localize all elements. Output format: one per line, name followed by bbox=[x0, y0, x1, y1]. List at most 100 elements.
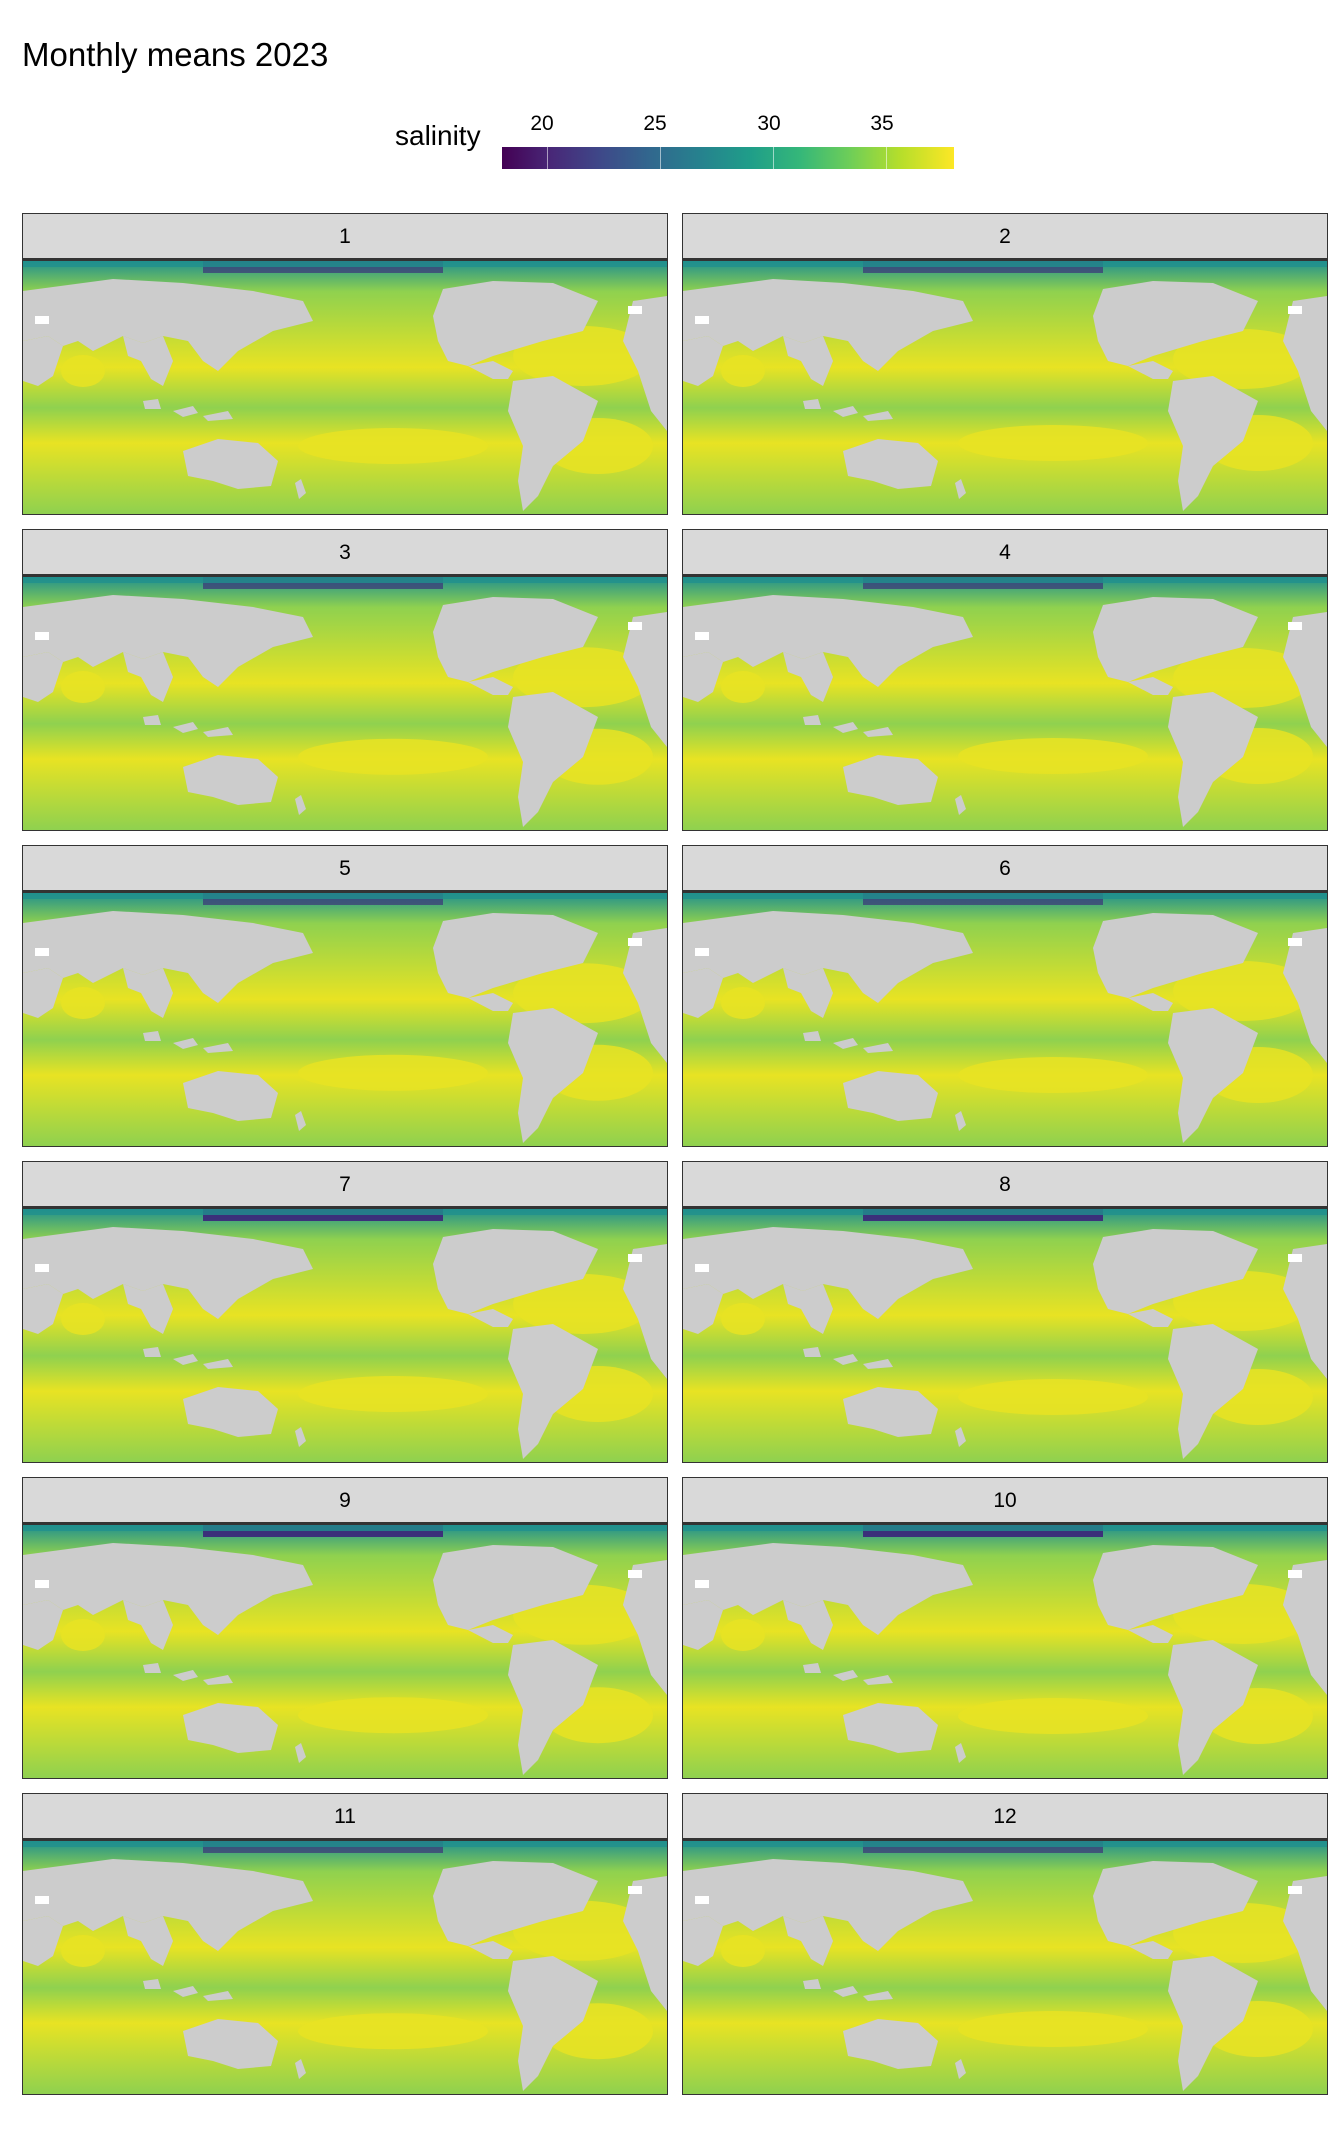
land-mass bbox=[1093, 1861, 1258, 1946]
high-salinity-region bbox=[61, 987, 105, 1019]
land-mass bbox=[683, 1543, 973, 1635]
no-data-patch bbox=[1288, 938, 1302, 946]
land-mass bbox=[683, 1600, 723, 1650]
legend-tick-label-30: 30 bbox=[757, 112, 781, 135]
high-salinity-region bbox=[958, 1057, 1148, 1093]
land-mass bbox=[683, 1227, 973, 1319]
land-mass bbox=[295, 479, 306, 499]
land-mass bbox=[23, 652, 63, 702]
facet-panel-12: 12 bbox=[682, 1793, 1328, 2095]
land-mass bbox=[843, 1703, 938, 1753]
land-mass bbox=[1168, 692, 1258, 827]
land-mass bbox=[683, 1916, 723, 1966]
land-mass bbox=[468, 361, 513, 379]
land-mass bbox=[143, 1663, 161, 1673]
land-mass bbox=[295, 1111, 306, 1131]
land-mass bbox=[433, 1545, 598, 1630]
land-mass bbox=[173, 1038, 198, 1049]
land-mass bbox=[295, 2059, 306, 2079]
land-mass bbox=[143, 399, 161, 409]
land-mass bbox=[123, 652, 173, 702]
land-mass bbox=[683, 279, 973, 371]
salinity-map bbox=[682, 1208, 1328, 1463]
land-mass bbox=[683, 911, 973, 1003]
land-mass bbox=[203, 1675, 233, 1685]
facet-label: 2 bbox=[999, 225, 1011, 248]
land-mass bbox=[1168, 1324, 1258, 1459]
land-mass bbox=[1093, 1545, 1258, 1630]
salinity-map bbox=[22, 892, 668, 1147]
no-data-patch bbox=[1288, 1570, 1302, 1578]
land-mass bbox=[1168, 1956, 1258, 2091]
legend-title: salinity bbox=[395, 120, 481, 151]
facet-label: 7 bbox=[339, 1173, 351, 1196]
legend-tick-mark-30 bbox=[773, 147, 774, 169]
facet-panel-8: 8 bbox=[682, 1161, 1328, 1463]
salinity-map-svg bbox=[683, 1525, 1327, 1778]
land-mass bbox=[833, 1038, 858, 1049]
high-salinity-region bbox=[61, 1303, 105, 1335]
land-mass bbox=[1128, 993, 1173, 1011]
no-data-patch bbox=[695, 632, 709, 640]
land-mass bbox=[1283, 928, 1327, 1063]
land-mass bbox=[683, 652, 723, 702]
land-mass bbox=[143, 715, 161, 725]
land-mass bbox=[863, 1675, 893, 1685]
salinity-map bbox=[22, 576, 668, 831]
land-mass bbox=[803, 399, 821, 409]
land-mass bbox=[1283, 1876, 1327, 2011]
high-salinity-region bbox=[298, 1697, 488, 1734]
no-data-patch bbox=[1288, 1886, 1302, 1894]
facet-strip: 12 bbox=[682, 1793, 1328, 1840]
land-mass bbox=[623, 296, 667, 431]
land-mass bbox=[23, 911, 313, 1003]
legend-tick-label-35: 35 bbox=[870, 112, 894, 135]
arctic-coastal-band bbox=[23, 1209, 667, 1215]
high-salinity-region bbox=[298, 428, 488, 464]
facet-label: 8 bbox=[999, 1173, 1011, 1196]
high-salinity-region bbox=[721, 1303, 765, 1335]
land-mass bbox=[1093, 597, 1258, 682]
land-mass bbox=[623, 1560, 667, 1695]
land-mass bbox=[433, 1229, 598, 1314]
arctic-coastal-band bbox=[683, 577, 1327, 583]
high-salinity-region bbox=[721, 1935, 765, 1967]
salinity-map bbox=[682, 1840, 1328, 2095]
land-mass bbox=[123, 336, 173, 386]
salinity-map-svg bbox=[23, 577, 667, 830]
no-data-patch bbox=[628, 1886, 642, 1894]
no-data-patch bbox=[695, 1264, 709, 1272]
land-mass bbox=[203, 1043, 233, 1053]
land-mass bbox=[1283, 612, 1327, 747]
land-mass bbox=[183, 1703, 278, 1753]
land-mass bbox=[863, 411, 893, 421]
land-mass bbox=[955, 1743, 966, 1763]
land-mass bbox=[1128, 677, 1173, 695]
facet-strip: 2 bbox=[682, 213, 1328, 260]
facet-strip: 5 bbox=[22, 845, 668, 892]
arctic-coastal-band bbox=[23, 1841, 667, 1847]
facet-panel-2: 2 bbox=[682, 213, 1328, 515]
land-mass bbox=[683, 1859, 973, 1951]
arctic-coastal-band bbox=[683, 893, 1327, 899]
land-mass bbox=[123, 1600, 173, 1650]
land-mass bbox=[295, 795, 306, 815]
land-mass bbox=[183, 2019, 278, 2069]
facet-label: 10 bbox=[993, 1489, 1017, 1512]
land-mass bbox=[783, 1284, 833, 1334]
land-mass bbox=[1283, 1244, 1327, 1379]
no-data-patch bbox=[35, 948, 49, 956]
land-mass bbox=[843, 1071, 938, 1121]
land-mass bbox=[1283, 296, 1327, 431]
plot-title: Monthly means 2023 bbox=[22, 36, 329, 73]
facet-strip: 11 bbox=[22, 1793, 668, 1840]
land-mass bbox=[23, 1859, 313, 1951]
land-mass bbox=[433, 597, 598, 682]
arctic-coastal-band bbox=[23, 577, 667, 583]
high-salinity-region bbox=[1173, 329, 1313, 389]
no-data-patch bbox=[628, 622, 642, 630]
legend-tick-label-25: 25 bbox=[643, 112, 667, 135]
land-mass bbox=[23, 1600, 63, 1650]
land-mass bbox=[955, 2059, 966, 2079]
arctic-coastal-band bbox=[683, 1841, 1327, 1847]
